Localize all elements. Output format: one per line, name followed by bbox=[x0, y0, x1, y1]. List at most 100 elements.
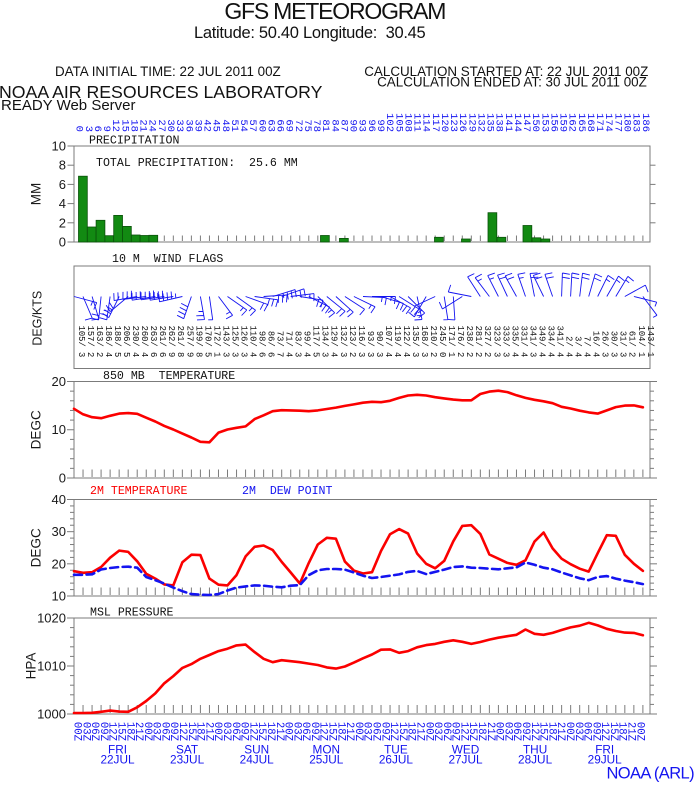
svg-text:260/ 4: 260/ 4 bbox=[139, 326, 149, 358]
svg-text:147: 147 bbox=[520, 113, 532, 132]
svg-text:03Z: 03Z bbox=[220, 722, 232, 741]
svg-text:24JUL: 24JUL bbox=[240, 753, 275, 767]
svg-text:6: 6 bbox=[91, 126, 103, 132]
svg-text:12Z: 12Z bbox=[106, 722, 118, 741]
svg-text:102: 102 bbox=[383, 113, 395, 132]
svg-text:21: 21 bbox=[137, 119, 149, 132]
svg-text:174: 174 bbox=[602, 113, 614, 132]
svg-text:15Z: 15Z bbox=[114, 722, 126, 741]
svg-text:06Z: 06Z bbox=[229, 722, 241, 741]
svg-text:18Z: 18Z bbox=[194, 722, 206, 741]
svg-text:2: 2 bbox=[59, 215, 66, 230]
svg-text:WED: WED bbox=[452, 743, 480, 757]
svg-text:10: 10 bbox=[52, 422, 66, 437]
svg-text:15Z: 15Z bbox=[537, 722, 549, 741]
svg-text:12Z: 12Z bbox=[598, 722, 610, 741]
svg-text:READY Web Server: READY Web Server bbox=[1, 97, 136, 114]
svg-text:SUN: SUN bbox=[244, 743, 269, 757]
svg-text:10: 10 bbox=[52, 589, 66, 604]
svg-text:33: 33 bbox=[173, 119, 185, 132]
svg-text:96: 96 bbox=[365, 119, 377, 132]
svg-text:105: 105 bbox=[392, 113, 404, 132]
svg-text:60: 60 bbox=[255, 119, 267, 132]
svg-text:334/ 4: 334/ 4 bbox=[546, 326, 556, 358]
svg-text:186: 186 bbox=[639, 113, 651, 132]
svg-text:126: 126 bbox=[456, 113, 468, 132]
svg-text:119/ 4: 119/ 4 bbox=[392, 326, 402, 358]
svg-text:129: 129 bbox=[465, 113, 477, 132]
svg-text:122/ 4: 122/ 4 bbox=[401, 326, 411, 358]
svg-text:CALCULATION STARTED AT: 22 JUL: CALCULATION STARTED AT: 22 JUL 2011 00Z bbox=[364, 64, 648, 79]
svg-text:171/ 1: 171/ 1 bbox=[446, 326, 456, 358]
svg-text:10: 10 bbox=[52, 139, 66, 154]
svg-text:30: 30 bbox=[164, 119, 176, 132]
svg-text:135: 135 bbox=[484, 113, 496, 132]
svg-text:24: 24 bbox=[146, 119, 158, 132]
svg-text:0: 0 bbox=[59, 235, 66, 250]
svg-text:7/ 4: 7/ 4 bbox=[582, 336, 592, 357]
svg-text:261/ 8: 261/ 8 bbox=[175, 326, 185, 358]
svg-text:126/ 3: 126/ 3 bbox=[238, 326, 248, 358]
svg-text:98/ 6: 98/ 6 bbox=[257, 331, 267, 357]
svg-text:40: 40 bbox=[52, 492, 66, 507]
svg-text:39: 39 bbox=[191, 119, 203, 132]
svg-text:0: 0 bbox=[73, 126, 85, 132]
svg-text:71/ 4: 71/ 4 bbox=[284, 331, 294, 357]
svg-text:12Z: 12Z bbox=[176, 722, 188, 741]
svg-text:DEG/KTS: DEG/KTS bbox=[30, 291, 44, 346]
svg-text:27: 27 bbox=[155, 119, 167, 132]
svg-text:00Z: 00Z bbox=[493, 722, 505, 741]
svg-text:245/ 0: 245/ 0 bbox=[437, 326, 447, 358]
svg-text:12Z: 12Z bbox=[387, 722, 399, 741]
svg-text:90/ 3: 90/ 3 bbox=[374, 331, 384, 357]
svg-text:73/ 7: 73/ 7 bbox=[275, 331, 285, 357]
svg-text:132/ 3: 132/ 3 bbox=[338, 326, 348, 358]
svg-text:15Z: 15Z bbox=[466, 722, 478, 741]
svg-text:333/ 3: 333/ 3 bbox=[500, 326, 510, 358]
svg-text:26/ 3: 26/ 3 bbox=[600, 331, 610, 357]
svg-text:183: 183 bbox=[630, 113, 642, 132]
svg-text:20: 20 bbox=[52, 374, 66, 389]
svg-text:03Z: 03Z bbox=[431, 722, 443, 741]
svg-text:Latitude: 50.40 Longitude: 30: Latitude: 50.40 Longitude: 30.45 bbox=[194, 24, 426, 42]
svg-text:NOAA (ARL): NOAA (ARL) bbox=[606, 765, 694, 783]
svg-text:143/ 3: 143/ 3 bbox=[220, 326, 230, 358]
svg-text:8: 8 bbox=[59, 158, 66, 173]
svg-text:MM: MM bbox=[29, 183, 44, 206]
svg-text:199/ 8: 199/ 8 bbox=[193, 326, 203, 358]
svg-text:116/ 3: 116/ 3 bbox=[356, 326, 366, 358]
svg-text:157/ 2: 157/ 2 bbox=[85, 326, 95, 358]
svg-text:06Z: 06Z bbox=[510, 722, 522, 741]
svg-text:1020: 1020 bbox=[37, 611, 66, 626]
svg-text:111: 111 bbox=[411, 113, 423, 132]
svg-text:12: 12 bbox=[109, 119, 121, 132]
svg-text:03Z: 03Z bbox=[79, 722, 91, 741]
svg-text:06Z: 06Z bbox=[440, 722, 452, 741]
svg-text:114: 114 bbox=[420, 113, 432, 132]
svg-text:99: 99 bbox=[374, 119, 386, 132]
svg-text:20: 20 bbox=[52, 556, 66, 571]
svg-text:00Z: 00Z bbox=[211, 722, 223, 741]
svg-text:170/ 5: 170/ 5 bbox=[202, 326, 212, 358]
svg-text:335/ 4: 335/ 4 bbox=[509, 326, 519, 358]
svg-text:03Z: 03Z bbox=[572, 722, 584, 741]
svg-text:21Z: 21Z bbox=[554, 722, 566, 741]
svg-text:93: 93 bbox=[356, 119, 368, 132]
svg-text:30/ 3: 30/ 3 bbox=[609, 331, 619, 357]
svg-text:12Z: 12Z bbox=[528, 722, 540, 741]
svg-text:144: 144 bbox=[511, 113, 523, 132]
svg-text:6: 6 bbox=[59, 177, 66, 192]
svg-text:84: 84 bbox=[328, 119, 340, 132]
svg-text:00Z: 00Z bbox=[352, 722, 364, 741]
svg-text:18Z: 18Z bbox=[405, 722, 417, 741]
svg-text:12Z: 12Z bbox=[457, 722, 469, 741]
svg-text:15: 15 bbox=[118, 119, 130, 132]
svg-text:323/ 3: 323/ 3 bbox=[491, 326, 501, 358]
svg-text:263/ 6: 263/ 6 bbox=[148, 326, 158, 358]
svg-text:45: 45 bbox=[210, 119, 222, 132]
svg-text:230/ 4: 230/ 4 bbox=[130, 326, 140, 358]
svg-text:9: 9 bbox=[100, 126, 112, 132]
svg-text:16/ 4: 16/ 4 bbox=[591, 331, 601, 357]
svg-text:SAT: SAT bbox=[176, 743, 198, 757]
svg-text:09Z: 09Z bbox=[97, 722, 109, 741]
